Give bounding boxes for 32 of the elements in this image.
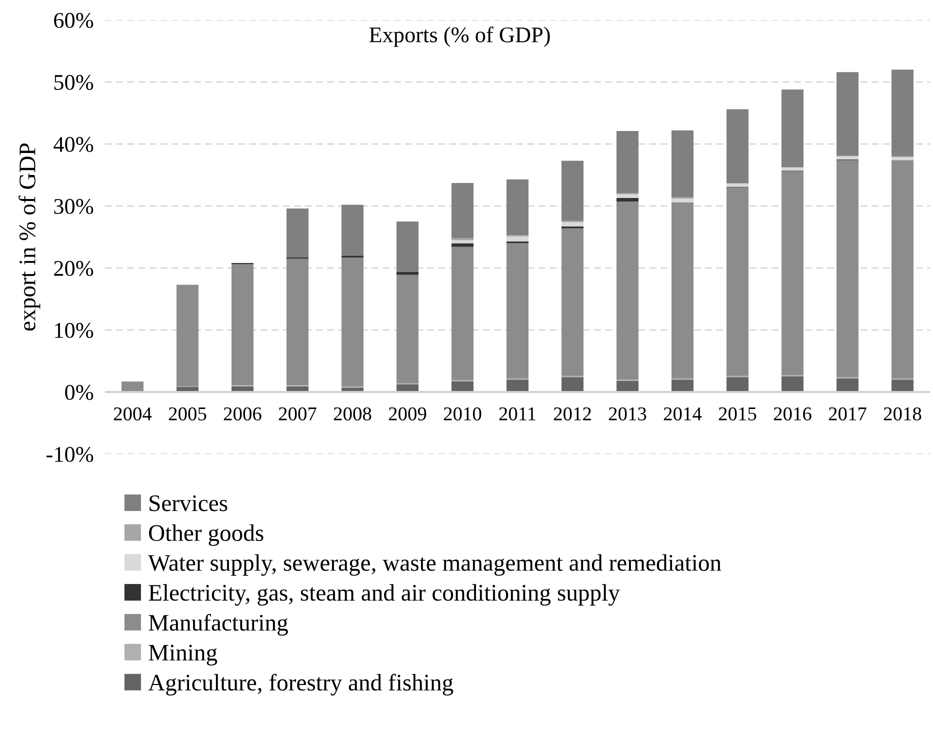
y-tick-label: 20% (54, 260, 94, 276)
legend-label: Electricity, gas, steam and air conditioning supply (148, 584, 620, 606)
y-tick-label: 50% (54, 74, 94, 90)
x-tick-label: 2004 (114, 407, 152, 420)
x-tick-label: 2015 (718, 407, 756, 420)
y-tick-label: 40% (54, 136, 94, 152)
y-axis-title: export in % of GDP (18, 144, 40, 331)
y-tick-label: -10% (46, 446, 94, 462)
x-tick-label: 2017 (828, 407, 866, 420)
legend-label: Agriculture, forestry and fishing (148, 674, 454, 696)
legend-label: Water supply, sewerage, waste management and remediation (148, 554, 722, 576)
legend-label: Other goods (149, 524, 264, 546)
x-tick-label: 2006 (224, 407, 262, 420)
y-tick-label: 60% (54, 12, 94, 28)
y-tick-label: 10% (55, 322, 94, 338)
x-tick-label: 2012 (554, 407, 591, 420)
x-tick-label: 2016 (774, 407, 812, 420)
x-tick-label: 2013 (608, 407, 646, 420)
legend-label: Services (150, 495, 228, 512)
x-tick-label: 2008 (334, 407, 372, 420)
x-tick-label: 2014 (664, 407, 702, 420)
x-tick-label: 2009 (388, 407, 426, 420)
y-tick-label: 30% (54, 198, 94, 214)
x-tick-label: 2005 (168, 407, 206, 420)
legend-label: Mining (148, 644, 218, 666)
x-tick-label: 2018 (884, 407, 922, 420)
chart-title: Exports (% of GDP) (369, 26, 550, 47)
x-tick-label: 2010 (444, 407, 482, 420)
x-tick-label: 2007 (278, 407, 316, 420)
y-tick-label: 0% (65, 384, 94, 400)
x-tick-label: 2011 (499, 407, 536, 420)
legend-label: Manufacturing (148, 614, 288, 636)
